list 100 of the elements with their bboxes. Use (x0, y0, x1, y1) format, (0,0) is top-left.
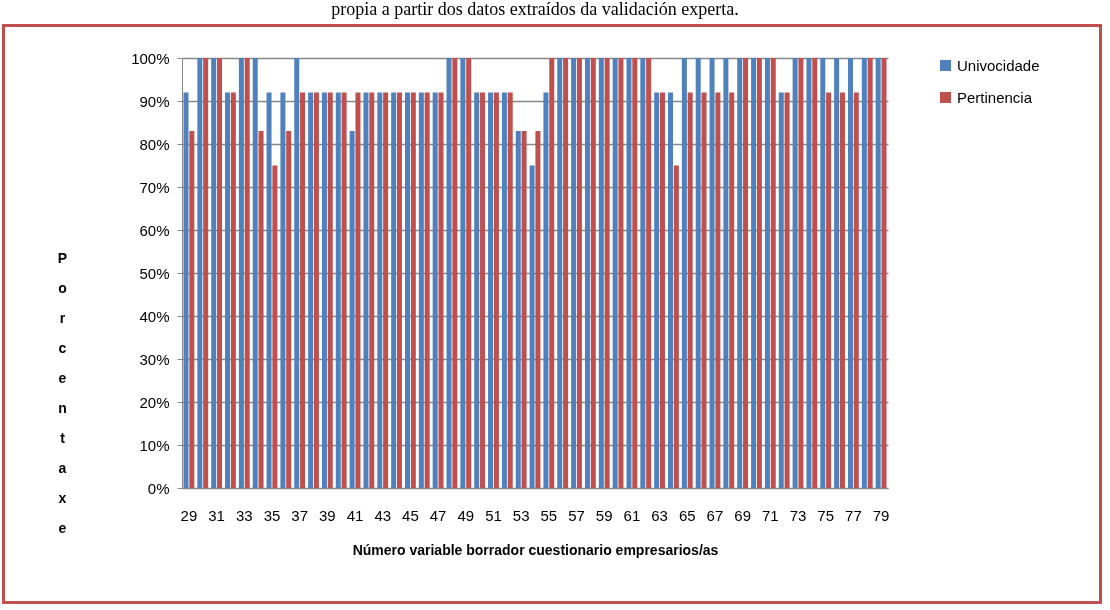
bar (363, 92, 369, 488)
bar (405, 92, 410, 488)
bar (590, 58, 596, 488)
bar (203, 58, 209, 488)
bar (424, 92, 430, 488)
bar (812, 58, 818, 488)
x-tick-label: 59 (595, 506, 613, 524)
x-tick-label: 73 (789, 506, 807, 524)
bar (480, 92, 486, 488)
x-tick-label: 31 (208, 506, 225, 524)
bar (466, 58, 472, 488)
y-tick-label: 40% (139, 307, 170, 325)
bar (335, 92, 341, 488)
bar (396, 92, 402, 488)
bar (529, 165, 535, 488)
legend-label: Univocidade (957, 56, 1040, 74)
bar (321, 92, 327, 488)
bar (327, 92, 333, 488)
bar (784, 92, 790, 488)
bar (515, 131, 521, 488)
x-tick-label: 45 (402, 506, 419, 524)
bar (778, 92, 784, 488)
x-tick-label: 43 (374, 506, 392, 524)
x-tick-label: 79 (872, 506, 890, 524)
bar (867, 58, 873, 488)
x-axis-title: Número variable borrador cuestionario empresarios/as (352, 541, 719, 558)
x-tick-label: 77 (845, 506, 862, 524)
x-tick-label: 65 (678, 506, 696, 524)
bar (729, 92, 735, 488)
bar (452, 58, 458, 488)
bar (252, 58, 258, 488)
x-tick-label: 35 (263, 506, 281, 524)
bar (308, 92, 314, 488)
bar (488, 92, 494, 488)
bar (834, 58, 840, 488)
bar (244, 58, 250, 488)
bar (820, 58, 826, 488)
bar (563, 58, 569, 488)
x-tick-label: 71 (761, 506, 779, 524)
text: Porcentaxe (57, 249, 68, 536)
bar (446, 58, 452, 488)
bar (225, 92, 231, 488)
x-tick-label: 33 (235, 506, 253, 524)
bar (654, 92, 660, 488)
bar (701, 92, 707, 488)
bar (183, 92, 189, 488)
y-tick-label: 80% (139, 135, 170, 153)
bar (792, 58, 798, 488)
x-tick-label: 47 (429, 506, 447, 524)
bar (709, 58, 715, 488)
x-tick-label: 67 (706, 506, 724, 524)
bar (549, 58, 555, 488)
bar (391, 92, 397, 488)
bar (438, 92, 444, 488)
bar (521, 131, 527, 488)
bar (798, 58, 804, 488)
bar (535, 131, 541, 488)
bar (294, 58, 300, 488)
x-tick-label: 49 (457, 506, 475, 524)
bar (632, 58, 638, 488)
bar (640, 58, 646, 488)
bar (618, 58, 624, 488)
x-tick-label: 53 (512, 506, 530, 524)
bar (341, 92, 347, 488)
bar (612, 58, 618, 488)
bar (272, 165, 278, 488)
bar (861, 58, 867, 488)
y-tick-label: 90% (139, 92, 170, 110)
y-tick-label: 60% (139, 221, 170, 239)
bar (756, 58, 762, 488)
bar (646, 58, 652, 488)
x-tick-label: 57 (568, 506, 585, 524)
bar (349, 131, 355, 488)
bar (460, 58, 466, 488)
bar (280, 92, 286, 488)
x-tick-label: 69 (734, 506, 751, 524)
bar (764, 58, 770, 488)
bar (493, 92, 499, 488)
bar (418, 92, 424, 488)
bar (847, 58, 853, 488)
bar (369, 92, 375, 488)
y-tick-label: 30% (139, 350, 170, 368)
bar (474, 92, 480, 488)
bar (853, 92, 859, 488)
bar (875, 58, 881, 488)
x-tick-label: 39 (319, 506, 336, 524)
bar (230, 92, 236, 488)
bar (377, 92, 383, 488)
x-tick-label: 51 (485, 506, 502, 524)
x-tick-label: 41 (346, 506, 364, 524)
bar (687, 92, 693, 488)
x-tick-label: 29 (180, 506, 198, 524)
bar (211, 58, 217, 488)
bar (598, 58, 604, 488)
bar (432, 92, 438, 488)
bar (723, 58, 729, 488)
x-tick-label: 75 (817, 506, 835, 524)
bar (604, 58, 610, 488)
bar (410, 92, 416, 488)
bar (383, 92, 389, 488)
